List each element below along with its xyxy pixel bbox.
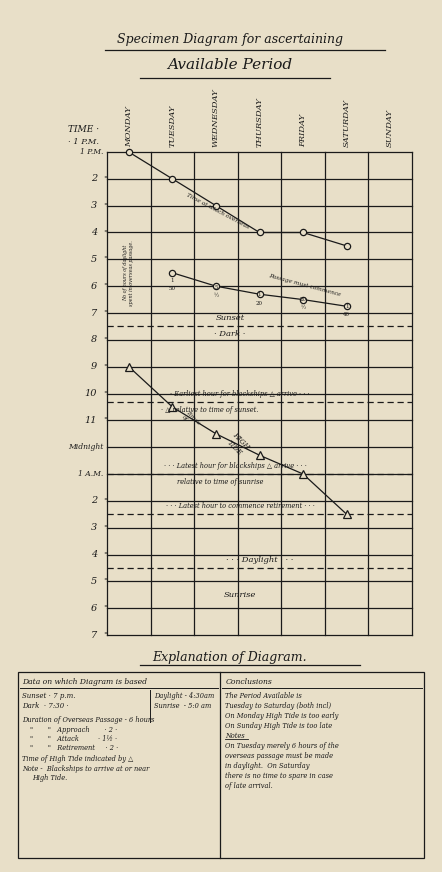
Text: · · · Daylight · · ·: · · · Daylight · · · [226,556,293,564]
Text: ": " [103,497,107,505]
Text: The Period Available is: The Period Available is [225,692,302,700]
Text: 6: 6 [91,603,97,613]
Text: ": " [103,524,107,532]
Text: 6: 6 [91,282,97,290]
Text: · △ relative to time of sunset.: · △ relative to time of sunset. [161,405,259,413]
Text: · 1 P.M.: · 1 P.M. [68,138,99,146]
Text: "       "   Retirement     · 2 ·: " " Retirement · 2 · [30,744,118,752]
Text: "       "   Attack         · 1½ ·: " " Attack · 1½ · [30,735,117,743]
Text: FRIDAY: FRIDAY [299,114,307,147]
Text: ": " [103,309,107,317]
Text: ": " [103,283,107,290]
Text: overseas passage must be made: overseas passage must be made [225,752,333,760]
Text: 1: 1 [171,278,174,283]
Text: ½: ½ [213,293,218,298]
Text: relative to time of sunrise: relative to time of sunrise [177,478,263,486]
Text: "       "   Approach       · 2 ·: " " Approach · 2 · [30,726,117,734]
Text: Available Period: Available Period [168,58,293,72]
Text: 1 P.M.: 1 P.M. [80,148,103,156]
Text: Conclusions: Conclusions [226,678,273,686]
Text: ": " [103,416,107,425]
Text: there is no time to spare in case: there is no time to spare in case [225,772,333,780]
Text: · · · Latest hour for blackships △ arrive · · ·: · · · Latest hour for blackships △ arriv… [164,462,306,470]
Text: HIGH
TIDE: HIGH TIDE [225,431,251,458]
Text: ": " [103,631,107,639]
Text: On Tuesday merely 6 hours of the: On Tuesday merely 6 hours of the [225,742,339,750]
Text: 7: 7 [91,309,97,317]
Text: ": " [103,174,107,183]
Text: 10: 10 [84,389,97,398]
Text: 3: 3 [91,523,97,532]
Text: Explanation of Diagram.: Explanation of Diagram. [152,651,307,664]
Text: On Sunday High Tide is too late: On Sunday High Tide is too late [225,722,332,730]
Text: 4: 4 [91,550,97,559]
Text: 20: 20 [300,297,307,302]
Text: ": " [103,336,107,344]
Text: WEDNESDAY: WEDNESDAY [212,88,220,147]
Text: THURSDAY: THURSDAY [255,98,263,147]
Text: Sunset · 7 p.m.: Sunset · 7 p.m. [22,692,76,700]
Text: · Earliest hour for blackships △ arrive · · ·: · Earliest hour for blackships △ arrive … [170,390,310,398]
Text: · Dark ·: · Dark · [214,330,246,338]
Text: MONDAY: MONDAY [125,106,133,147]
Text: No of hours of daylight
spent in overseas passage.: No of hours of daylight spent in oversea… [123,240,134,305]
Text: Note -  Blackships to arrive at or near: Note - Blackships to arrive at or near [22,765,149,773]
Text: ": " [103,550,107,558]
Text: Dark  · 7:30 ·: Dark · 7:30 · [22,702,69,710]
Text: · · · Latest hour to commence retirement · · ·: · · · Latest hour to commence retirement… [166,502,314,510]
Text: Specimen Diagram for ascertaining: Specimen Diagram for ascertaining [117,33,343,46]
Text: 20: 20 [256,301,263,306]
Text: 2: 2 [91,174,97,183]
Text: 1: 1 [345,303,348,309]
Text: ": " [103,228,107,236]
Text: 8: 8 [91,336,97,344]
Text: Tuesday to Saturday (both incl): Tuesday to Saturday (both incl) [225,702,331,710]
Text: 9: 9 [91,362,97,371]
Text: 7: 7 [91,630,97,639]
Text: 11: 11 [84,416,97,425]
Text: 40: 40 [343,312,350,317]
Text: Time of High Tide indicated by △: Time of High Tide indicated by △ [22,755,133,763]
Text: ": " [103,255,107,263]
Text: 2: 2 [91,496,97,506]
Text: in daylight.  On Saturday: in daylight. On Saturday [225,762,309,770]
Text: ": " [103,390,107,398]
Text: of late arrival.: of late arrival. [225,782,273,790]
Text: 3: 3 [91,201,97,210]
Text: Sunrise  - 5:0 am: Sunrise - 5:0 am [154,702,211,710]
Text: TIME ·: TIME · [68,126,99,134]
Text: On Monday High Tide is too early: On Monday High Tide is too early [225,712,339,720]
Text: ": " [103,604,107,612]
Text: SUNDAY: SUNDAY [386,109,394,147]
Text: 5: 5 [214,285,217,290]
Text: Sunrise: Sunrise [224,590,256,599]
Text: Sunset: Sunset [215,315,244,323]
Text: Duration of Overseas Passage - 6 hours: Duration of Overseas Passage - 6 hours [22,716,154,724]
Text: Data on which Diagram is based: Data on which Diagram is based [22,678,147,686]
Text: 1 A.M.: 1 A.M. [78,470,103,478]
Text: SATURDAY: SATURDAY [343,99,351,147]
Text: ": " [103,577,107,585]
Text: Passage must commence: Passage must commence [268,273,342,296]
Text: ½: ½ [301,305,306,310]
Text: Notes: Notes [225,732,244,740]
Text: 5: 5 [91,577,97,586]
Text: Time at which overseas: Time at which overseas [186,192,250,229]
Text: Times
of: Times of [181,410,202,431]
Text: ": " [103,363,107,371]
Text: ": " [103,201,107,209]
Text: 5: 5 [91,255,97,264]
Text: 4: 4 [91,228,97,237]
Text: 1: 1 [258,292,261,296]
Text: 50: 50 [169,286,176,291]
Text: Daylight - 4:30am: Daylight - 4:30am [154,692,214,700]
Text: Midnight: Midnight [68,443,103,451]
Text: High Tide.: High Tide. [32,774,67,782]
Text: TUESDAY: TUESDAY [168,105,176,147]
